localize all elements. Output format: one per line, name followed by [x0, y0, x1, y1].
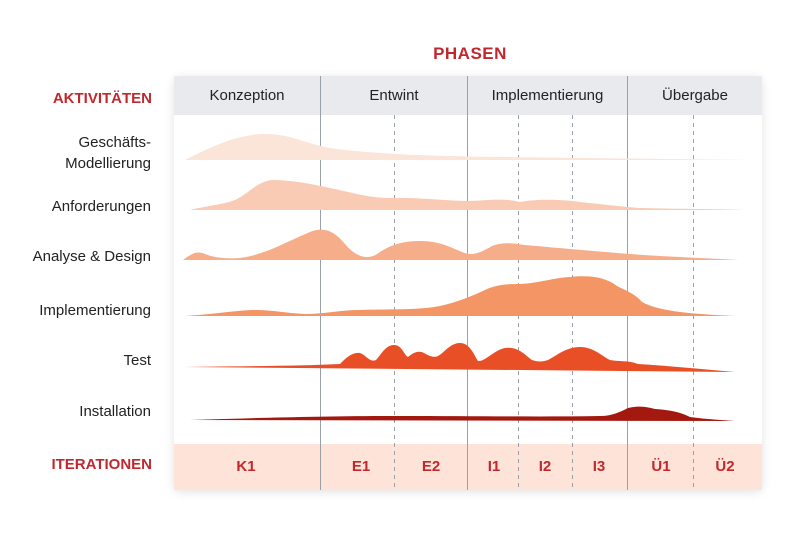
iteration-i1: I1 — [487, 458, 501, 475]
iteration-i2: I2 — [538, 458, 552, 475]
curve-test — [185, 343, 735, 372]
phase-header-konzeption: Konzeption — [174, 76, 320, 115]
phase-header-entwint: Entwint — [321, 76, 467, 115]
iteration-i3: I3 — [592, 458, 606, 475]
activity-label-line1: Geschäfts- — [78, 134, 151, 151]
curve-anforderungen — [190, 180, 745, 210]
curve-installation — [190, 406, 735, 421]
activity-anforderungen-label: Anforderungen — [51, 198, 151, 215]
phases-title: PHASEN — [433, 44, 507, 63]
activity-analyse-design-label: Analyse & Design — [32, 248, 151, 265]
phase-header-implementierung: Implementierung — [468, 76, 627, 115]
curve-geschaeftsmodellierung — [185, 134, 750, 160]
iteration-k1: K1 — [236, 458, 256, 475]
activities-heading: AKTIVITÄTEN — [52, 90, 152, 107]
iteration-e2: E2 — [421, 458, 441, 475]
activity-test-label: Test — [123, 352, 151, 369]
iteration-ue1: Ü1 — [651, 458, 671, 475]
activity-label-line2: Modellierung — [65, 155, 151, 172]
iterations-heading: ITERATIONEN — [51, 456, 152, 473]
phase-label: Übergabe — [662, 87, 728, 104]
activity-installation-label: Installation — [79, 403, 151, 420]
phase-label: Entwint — [369, 87, 419, 104]
iteration-ue2: Ü2 — [715, 458, 735, 475]
phase-label: Konzeption — [209, 87, 285, 104]
phase-label: Implementierung — [491, 87, 604, 104]
phase-header-uebergabe: Übergabe — [628, 76, 762, 115]
iteration-e1: E1 — [351, 458, 371, 475]
activity-implementierung-label: Implementierung — [39, 302, 151, 319]
activity-geschaeftsmodellierung-label: Geschäfts- Modellierung — [10, 132, 151, 174]
curve-analyse-design — [183, 229, 738, 260]
curve-implementierung — [185, 276, 735, 316]
